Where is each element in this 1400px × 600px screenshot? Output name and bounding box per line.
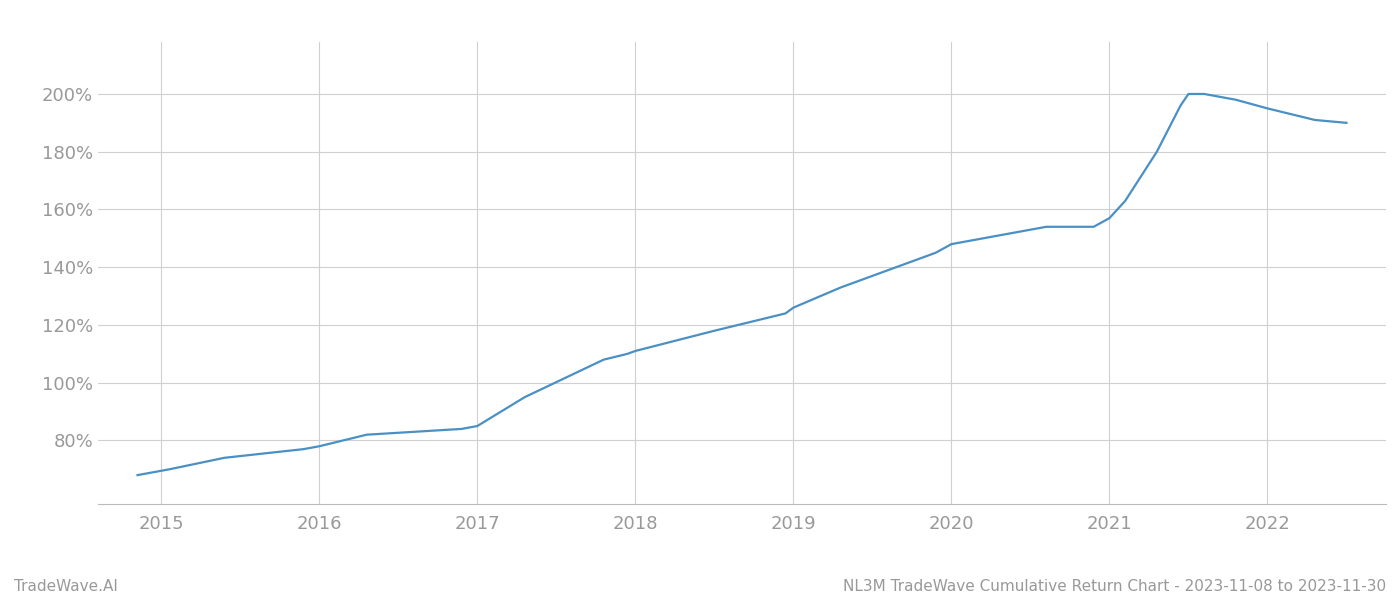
Text: NL3M TradeWave Cumulative Return Chart - 2023-11-08 to 2023-11-30: NL3M TradeWave Cumulative Return Chart -… — [843, 579, 1386, 594]
Text: TradeWave.AI: TradeWave.AI — [14, 579, 118, 594]
